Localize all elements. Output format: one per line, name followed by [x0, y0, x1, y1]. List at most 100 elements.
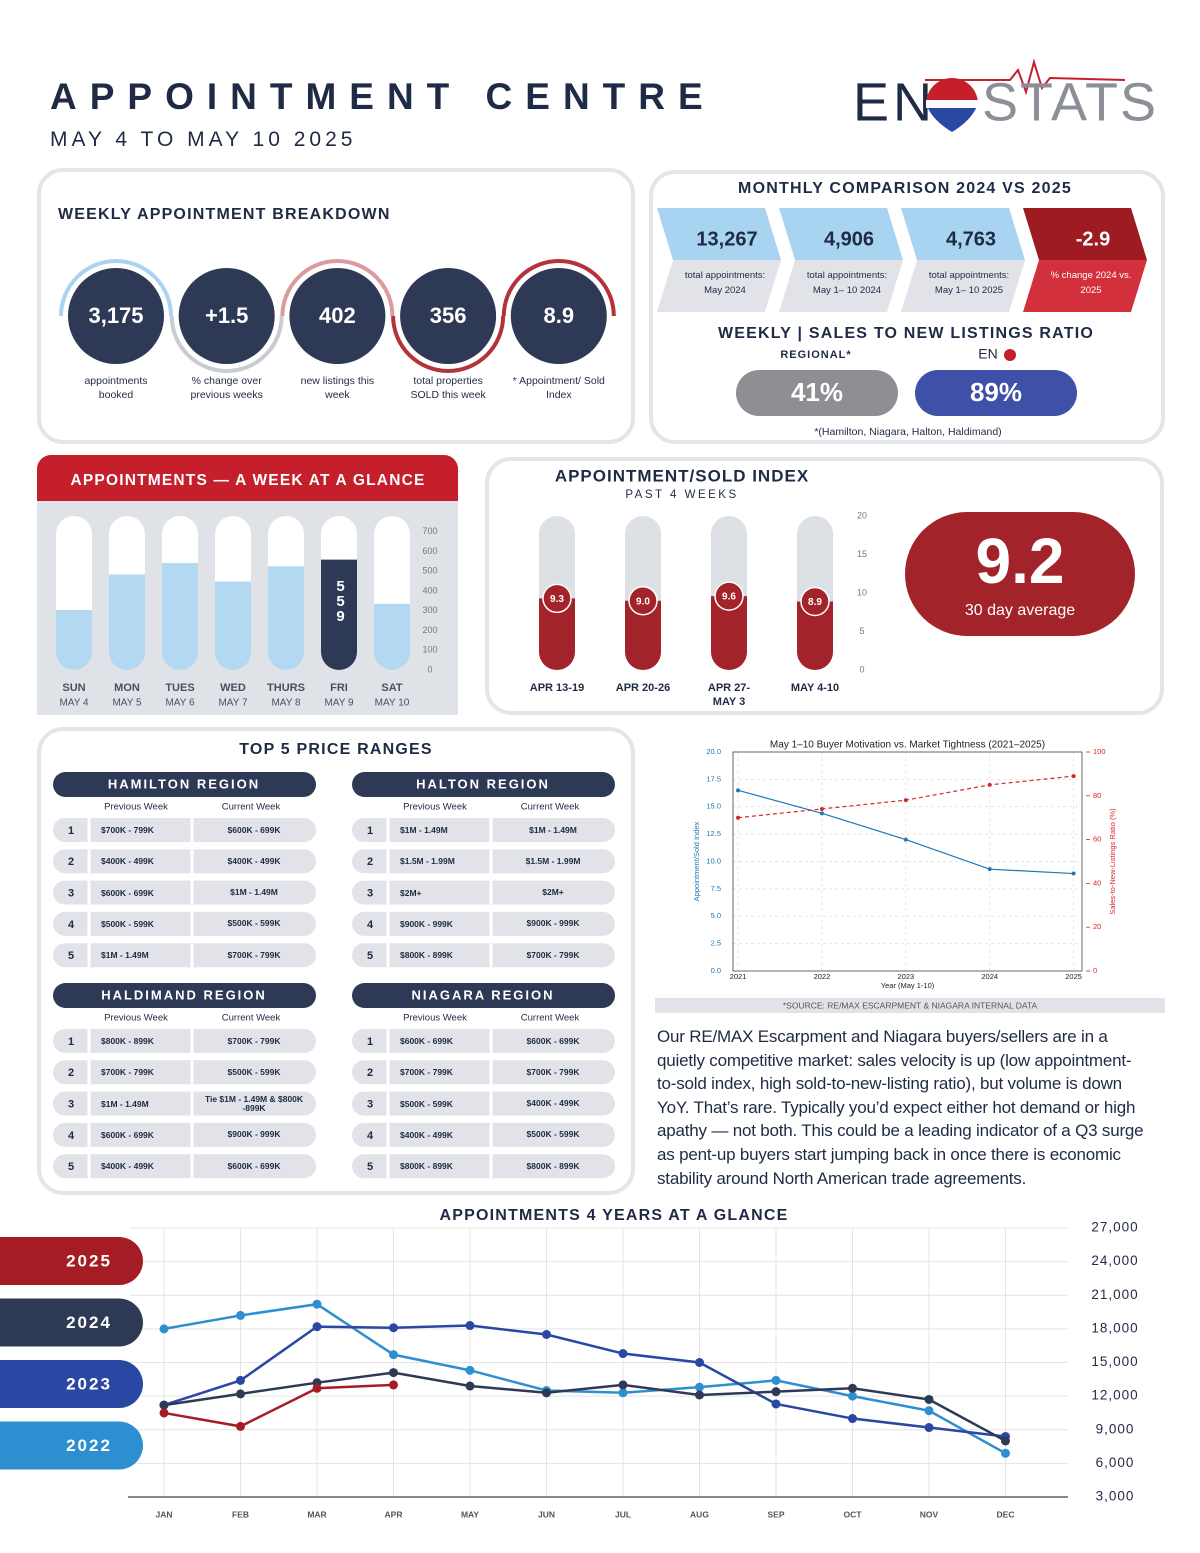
comparison-card: [649, 170, 1165, 444]
rank: 2: [367, 856, 373, 868]
rank: 3: [367, 888, 373, 900]
price-range: $600K - 699K: [101, 887, 154, 898]
marker: [236, 1310, 245, 1320]
stat-value: +1.5: [205, 303, 248, 328]
legend-pill: [0, 1360, 143, 1408]
y-tick-label: 0: [427, 664, 432, 674]
chart-title: APPOINTMENT/SOLD INDEX: [555, 466, 809, 485]
week-card-header: [37, 455, 458, 501]
price-range: $400K - 499K: [526, 1098, 580, 1109]
bar: [374, 603, 410, 670]
row-bg: [352, 880, 615, 905]
price-range: $600K - 699K: [526, 1035, 580, 1046]
y-tick-label: 100: [422, 645, 437, 655]
marker: [924, 1423, 934, 1433]
price-range: $400K - 499K: [101, 856, 154, 867]
row-bg: [53, 1060, 316, 1085]
row-bg: [352, 1029, 615, 1053]
marker: [389, 1368, 398, 1378]
legend-pill: [0, 1237, 143, 1285]
series-line: [163, 1302, 1007, 1455]
comparison-value: -2.9: [1076, 228, 1110, 250]
marker: [1071, 871, 1076, 876]
y-tick-label: 3,000: [1096, 1489, 1135, 1504]
rank: 5: [68, 1161, 74, 1173]
value-badge: [800, 586, 830, 617]
region-name: HALTON REGION: [416, 776, 550, 791]
marker: [542, 1388, 551, 1398]
bar-value-label: 9.0: [636, 596, 650, 607]
price-range: $500K - 599K: [526, 1129, 580, 1140]
marker: [1001, 1448, 1010, 1458]
row-bg: [352, 1091, 615, 1116]
stat-label: * Appointment/ Sold Index: [512, 375, 605, 401]
price-range: $600K - 699K: [400, 1036, 453, 1046]
region-name: NIAGARA REGION: [411, 987, 554, 1002]
column-head: Previous Week: [403, 802, 467, 813]
bar: [797, 601, 833, 670]
x-tick-label: APR 27- MAY 3: [707, 682, 751, 708]
row-bg: [53, 1122, 316, 1147]
y-tick-label: 27,000: [1091, 1220, 1138, 1235]
x-tick-label: SEP: [767, 1509, 784, 1519]
rank: 1: [68, 825, 74, 837]
marker: [903, 798, 908, 803]
price-range: $400K - 499K: [227, 855, 281, 866]
marker: [159, 1408, 169, 1418]
x-tick-label: MAY 4-10: [790, 682, 840, 694]
breakdown-card: [37, 168, 635, 444]
bar-value-label: 559: [332, 577, 349, 623]
bar: [215, 581, 251, 670]
row-bg: [53, 849, 316, 874]
marker: [848, 1383, 857, 1393]
y-axis-label: Appointment/Sold Index: [692, 821, 701, 901]
index-card: [485, 457, 1164, 715]
stat-label: new listings this week: [300, 375, 375, 401]
x-tick-label: APR: [385, 1509, 403, 1519]
y2-tick-label: 100: [1093, 747, 1106, 756]
bar: [268, 566, 304, 670]
legend-label: 2023: [66, 1374, 112, 1393]
price-range: $1M - 1.49M: [230, 887, 278, 898]
stat-label: total properties SOLD this week: [410, 375, 486, 401]
marker: [903, 837, 908, 842]
logo-right: STATS: [982, 72, 1158, 132]
row-bg: [352, 1060, 615, 1085]
row-bg: [53, 1091, 316, 1116]
y-tick-label: 2.5: [711, 939, 721, 948]
y2-axis-label: Sales-to-New-Listings Ratio (%): [1108, 808, 1117, 915]
column-head: Current Week: [521, 802, 580, 813]
value-badge: [714, 581, 744, 611]
logo-band: [926, 100, 978, 108]
marker: [236, 1375, 245, 1385]
y-tick-label: 24,000: [1091, 1253, 1138, 1268]
y-tick-label: 300: [422, 605, 437, 615]
section-title: WEEKLY APPOINTMENT BREAKDOWN: [58, 206, 391, 223]
x-tick-label: THURS: [267, 682, 305, 694]
region-header: [352, 983, 615, 1008]
column-head: Current Week: [222, 1013, 281, 1024]
ring-arc: [280, 259, 395, 317]
legend-pill: [0, 1298, 143, 1347]
x-tick-label: 2025: [1065, 972, 1082, 981]
price-range: $2M+: [400, 887, 422, 898]
price-range: $1M - 1.49M: [400, 825, 448, 835]
ring-arc: [501, 259, 616, 317]
rank: 3: [367, 1099, 373, 1111]
rank: 5: [367, 1161, 373, 1173]
stat-value: 3,175: [88, 303, 143, 328]
marker: [771, 1387, 781, 1397]
legend-label: 2022: [66, 1436, 112, 1455]
y-tick-label: 400: [422, 585, 437, 595]
legend-pill: [0, 1421, 143, 1470]
marker: [312, 1299, 322, 1309]
marker: [312, 1322, 322, 1332]
row-bg: [53, 911, 316, 936]
average-pill: [905, 512, 1135, 636]
price-range: $800K - 899K: [400, 950, 453, 961]
x-tick-label: MAY: [461, 1509, 479, 1519]
x-axis-label: Year (May 1-10): [881, 981, 935, 990]
y-tick-label: 15,000: [1091, 1354, 1138, 1369]
marker: [736, 788, 741, 793]
